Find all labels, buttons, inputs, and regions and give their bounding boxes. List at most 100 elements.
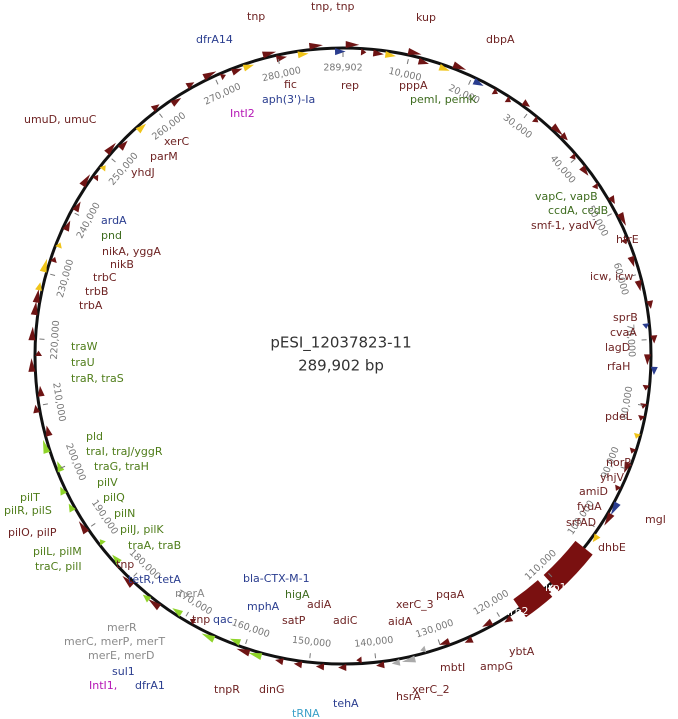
gene-label: yhjV <box>600 471 625 484</box>
gene-label: pilN <box>114 507 135 520</box>
gene-label: tehA <box>333 697 359 710</box>
position-tick <box>215 79 219 85</box>
gene-label: adiC <box>333 614 358 627</box>
position-tick <box>570 158 576 163</box>
gene-feature <box>592 533 601 543</box>
gene-feature <box>189 618 197 625</box>
position-label: 70,000 <box>624 324 637 358</box>
gene-label: fic <box>284 78 297 91</box>
gene-feature <box>229 638 242 646</box>
gene-feature <box>420 645 427 653</box>
gene-label: cvaA <box>610 326 637 339</box>
gene-feature <box>438 63 450 71</box>
gene-label: pilJ, pilK <box>120 523 164 536</box>
gene-feature <box>629 447 637 454</box>
gene-feature <box>315 663 325 671</box>
gene-feature <box>45 425 53 437</box>
gene-label: tnp <box>192 613 210 626</box>
gene-label: pld <box>86 430 103 443</box>
gene-feature <box>642 323 650 329</box>
gene-feature <box>356 656 362 664</box>
gene-feature <box>338 663 347 671</box>
gene-feature <box>297 51 309 59</box>
gene-label: adiA <box>307 598 332 611</box>
gene-feature <box>643 354 651 366</box>
gene-label: traC, pilI <box>35 560 82 573</box>
gene-feature <box>521 99 531 107</box>
gene-feature <box>35 350 42 356</box>
gene-label: vapC, vapB <box>535 190 598 203</box>
gene-feature <box>376 661 385 669</box>
gene-feature <box>262 51 277 59</box>
gene-label: aidA <box>388 615 413 628</box>
gene-feature <box>482 618 494 627</box>
gene-label: sprB <box>613 311 638 324</box>
gene-label: trbC <box>93 271 117 284</box>
position-tick <box>496 612 500 617</box>
gene-label: irp1 <box>545 581 567 594</box>
gene-feature <box>650 366 658 376</box>
position-tick <box>590 523 595 528</box>
gene-feature <box>33 404 41 414</box>
position-tick <box>620 466 626 470</box>
gene-label: ardA <box>101 214 127 227</box>
position-tick <box>111 158 116 163</box>
position-tick <box>637 404 644 406</box>
gene-label: icw, icw <box>590 270 633 283</box>
gene-label: dfrA14 <box>196 33 233 46</box>
position-tick <box>277 58 280 64</box>
gene-feature <box>57 461 65 473</box>
gene-feature <box>112 554 122 565</box>
position-label: 270,000 <box>202 81 242 107</box>
gene-label: pilR, pilS <box>4 504 52 517</box>
gene-feature <box>604 512 615 526</box>
gene-label: irp2 <box>507 605 529 618</box>
gene-feature <box>35 282 42 291</box>
position-label: 30,000 <box>501 112 534 141</box>
gene-label: htrE <box>616 233 639 246</box>
gene-label: dinG <box>259 683 285 696</box>
gene-feature <box>202 71 217 81</box>
gene-label: pnd <box>101 229 122 242</box>
gene-feature <box>42 439 51 454</box>
gene-feature <box>640 403 648 409</box>
gene-feature <box>37 385 45 397</box>
position-tick <box>133 572 138 577</box>
gene-label: smf-1, yadV <box>531 219 597 232</box>
gene-feature <box>68 503 76 513</box>
gene-label: dfrA1 <box>135 679 165 692</box>
gene-label: pilT <box>20 491 40 504</box>
gene-feature <box>50 256 57 263</box>
gene-feature <box>452 61 467 70</box>
gene-feature <box>150 104 160 112</box>
position-tick <box>60 465 66 469</box>
gene-feature <box>275 658 284 666</box>
gene-label: tRNA <box>292 707 320 719</box>
position-label: 230,000 <box>55 258 76 299</box>
gene-feature <box>30 301 38 316</box>
gene-feature <box>472 78 484 86</box>
gene-feature <box>401 655 417 663</box>
gene-feature <box>62 220 71 232</box>
gene-feature <box>417 57 429 65</box>
gene-feature <box>607 195 615 205</box>
gene-label: xerC <box>164 135 189 148</box>
gene-label: merA <box>175 587 205 600</box>
gene-feature <box>407 47 422 55</box>
gene-label: xerC_2 <box>412 683 450 696</box>
gene-feature <box>78 521 90 535</box>
gene-label: ccdA, ccdB <box>548 204 608 217</box>
gene-feature <box>610 501 621 516</box>
gene-label: qac <box>213 613 233 626</box>
position-tick <box>50 273 56 277</box>
map-title: pESI_12037823-11 <box>270 334 411 353</box>
gene-feature <box>345 41 360 49</box>
gene-label: mgl <box>645 513 666 526</box>
gene-feature <box>117 140 128 151</box>
gene-feature <box>185 82 195 90</box>
gene-label: mphA <box>247 600 280 613</box>
gene-label: satP <box>282 614 306 627</box>
gene-feature <box>60 486 67 496</box>
gene-label: pilO, pilP <box>8 526 57 539</box>
gene-label: tetR, tetA <box>128 573 181 586</box>
